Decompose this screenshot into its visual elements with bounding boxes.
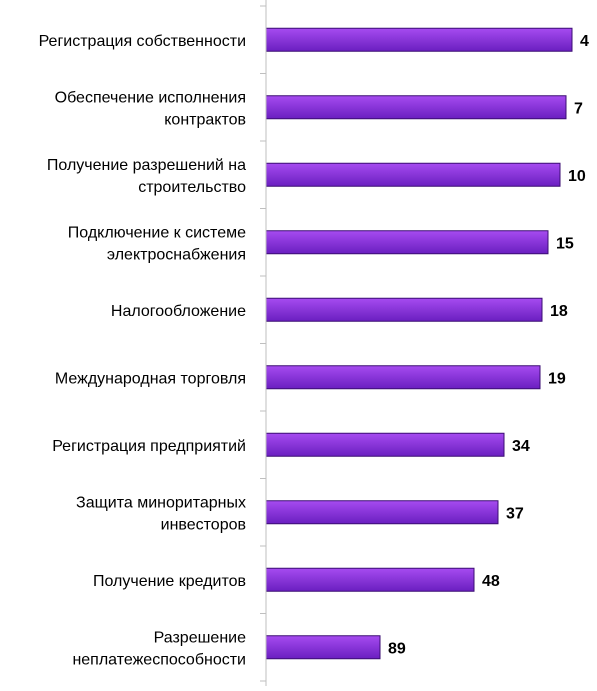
value-label-10: 89 bbox=[388, 640, 406, 657]
bar-9 bbox=[265, 567, 475, 592]
bar-3 bbox=[265, 162, 561, 187]
category-label-10: Разрешение неплатежеспособности bbox=[72, 629, 246, 668]
value-label-1: 4 bbox=[580, 33, 589, 50]
category-label-2: Обеспечение исполнения контрактов bbox=[55, 89, 246, 128]
value-label-2: 7 bbox=[574, 100, 583, 117]
value-label-5: 18 bbox=[550, 303, 568, 320]
category-label-line: Защита миноритарных bbox=[76, 494, 246, 511]
bar-5 bbox=[265, 297, 543, 322]
category-label-line: Налогообложение bbox=[111, 303, 246, 320]
category-label-3: Получение разрешений на строительство bbox=[47, 157, 246, 196]
value-label-4: 15 bbox=[556, 235, 574, 252]
category-label-line: Регистрация предприятий bbox=[52, 438, 246, 455]
category-label-line: Международная торговля bbox=[55, 370, 246, 387]
category-label-line: Получение разрешений на bbox=[47, 157, 246, 174]
category-labels-layer: Регистрация собственности Обеспечение исп… bbox=[39, 33, 247, 669]
bar-7 bbox=[265, 432, 505, 457]
category-label-7: Регистрация предприятий bbox=[52, 438, 246, 455]
bars-layer bbox=[265, 27, 573, 660]
category-label-line: Получение кредитов bbox=[93, 573, 246, 590]
value-label-3: 10 bbox=[568, 168, 586, 185]
value-label-9: 48 bbox=[482, 573, 500, 590]
category-label-1: Регистрация собственности bbox=[39, 33, 246, 50]
bar-1 bbox=[265, 27, 573, 52]
value-label-7: 34 bbox=[512, 438, 530, 455]
value-label-6: 19 bbox=[548, 370, 566, 387]
category-label-line: инвесторов bbox=[161, 516, 246, 533]
category-label-8: Защита миноритарных инвесторов bbox=[76, 494, 246, 533]
category-label-line: Обеспечение исполнения bbox=[55, 89, 246, 106]
value-label-8: 37 bbox=[506, 505, 524, 522]
bar-10 bbox=[265, 635, 381, 660]
category-label-4: Подключение к системе электроснабжения bbox=[68, 224, 246, 263]
category-label-line: электроснабжения bbox=[107, 246, 246, 263]
category-label-5: Налогообложение bbox=[111, 303, 246, 320]
category-label-line: неплатежеспособности bbox=[72, 651, 246, 668]
category-label-line: строительство bbox=[138, 179, 246, 196]
category-label-6: Международная торговля bbox=[55, 370, 246, 387]
category-label-line: контрактов bbox=[164, 111, 246, 128]
category-label-line: Регистрация собственности bbox=[39, 33, 246, 50]
value-labels-layer: 4 7 10 15 18 19 34 37 48 89 bbox=[388, 33, 589, 658]
category-label-line: Подключение к системе bbox=[68, 224, 246, 241]
category-label-line: Разрешение bbox=[154, 629, 247, 646]
bar-6 bbox=[265, 365, 541, 390]
bar-8 bbox=[265, 500, 499, 525]
bar-2 bbox=[265, 95, 567, 120]
bar-4 bbox=[265, 230, 549, 255]
axis-layer bbox=[260, 0, 267, 686]
category-label-9: Получение кредитов bbox=[93, 573, 246, 590]
